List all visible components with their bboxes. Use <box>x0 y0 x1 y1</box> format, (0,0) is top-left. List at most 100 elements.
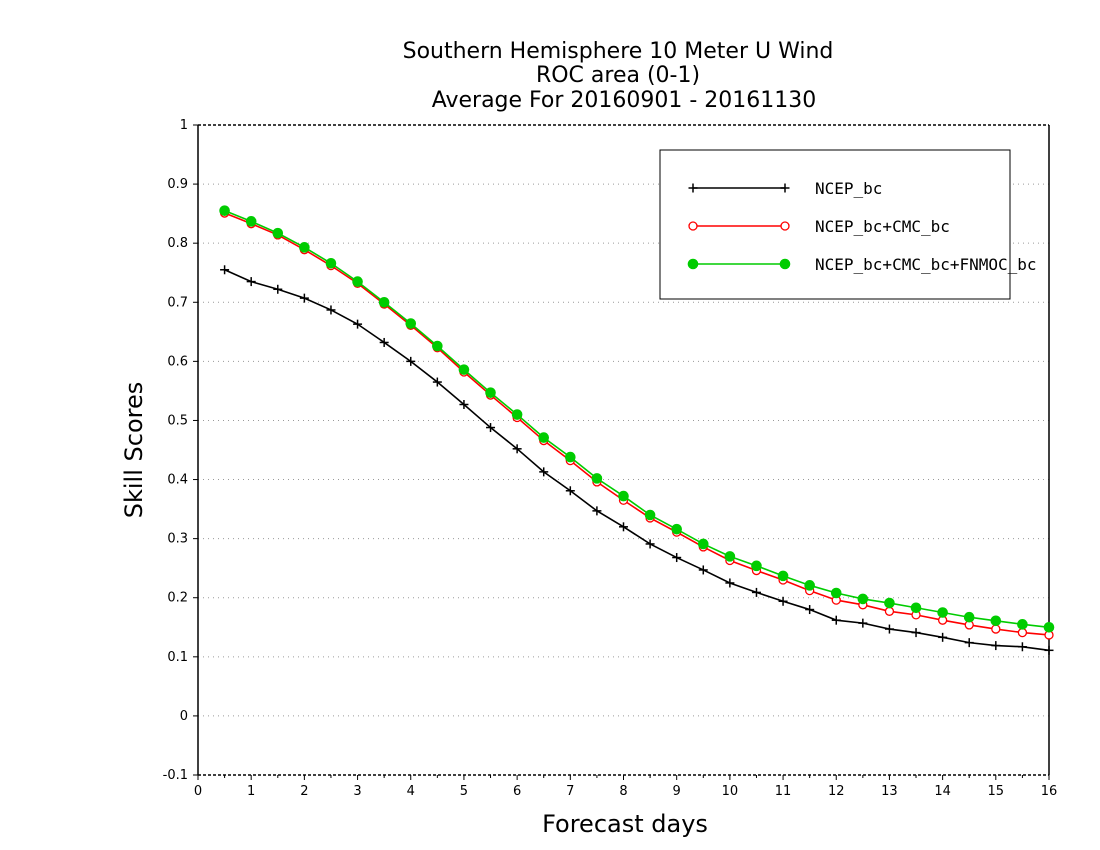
y-tick-label: 0.3 <box>167 532 188 547</box>
x-tick-label: 11 <box>775 784 792 799</box>
data-point <box>619 522 628 532</box>
legend-marker <box>780 183 790 193</box>
x-tick-label: 15 <box>988 784 1005 799</box>
data-point <box>778 596 788 606</box>
x-tick-label: 12 <box>828 784 845 799</box>
y-tick-label: 0.8 <box>167 236 188 251</box>
x-tick-label: 9 <box>673 784 681 799</box>
y-tick-label: -0.1 <box>163 768 188 783</box>
x-tick-label: 1 <box>247 784 255 799</box>
x-tick-label: 3 <box>353 784 361 799</box>
data-point <box>352 276 363 287</box>
data-point <box>645 539 655 549</box>
data-point <box>325 257 337 269</box>
data-point <box>671 523 682 535</box>
data-point <box>938 632 948 642</box>
legend-entry: NCEP_bc+CMC_bc <box>688 217 950 236</box>
y-tick-label: 0.1 <box>167 650 188 665</box>
legend-marker <box>688 221 698 231</box>
data-point <box>751 560 762 572</box>
data-point <box>1017 627 1028 638</box>
legend-marker <box>780 221 790 231</box>
series-1 <box>220 265 1054 655</box>
series-line <box>224 269 1050 652</box>
data-point <box>486 423 496 433</box>
grid-lines <box>198 183 1049 717</box>
data-point <box>725 578 735 588</box>
data-point <box>831 615 841 625</box>
y-tick-label: 0.9 <box>167 177 188 192</box>
data-point <box>697 538 709 550</box>
x-tick-label: 16 <box>1041 784 1058 799</box>
data-point <box>910 602 922 614</box>
data-point <box>565 486 575 496</box>
data-point <box>884 597 895 609</box>
data-point <box>1017 619 1028 630</box>
data-point <box>459 400 469 409</box>
y-tick-label: 0.2 <box>167 591 188 606</box>
data-point <box>857 593 869 605</box>
data-point <box>937 607 948 618</box>
data-point <box>618 490 629 502</box>
data-point <box>1044 645 1054 655</box>
title-line-1: Southern Hemisphere 10 Meter U Wind <box>403 39 834 64</box>
data-point <box>672 553 682 563</box>
data-point <box>698 565 708 575</box>
title-line-2: ROC area (0-1) <box>536 63 700 88</box>
data-point <box>991 641 1001 651</box>
data-point <box>273 284 283 294</box>
title-line-3: Average For 20160901 - 20161130 <box>432 88 817 113</box>
data-point <box>539 467 549 477</box>
legend-marker <box>687 258 699 270</box>
x-tick-label: 13 <box>881 784 898 799</box>
legend-marker <box>779 258 791 270</box>
x-tick-label: 6 <box>513 784 521 799</box>
data-point <box>911 628 921 638</box>
data-point <box>884 624 894 634</box>
legend-label: NCEP_bc <box>815 179 882 198</box>
x-tick-label: 0 <box>194 784 202 799</box>
data-point <box>379 337 389 347</box>
data-point <box>858 618 868 628</box>
y-tick-label: 0.6 <box>167 354 188 369</box>
data-point <box>299 242 310 253</box>
data-point <box>458 364 470 375</box>
data-point <box>219 205 230 216</box>
axes <box>193 124 1050 780</box>
data-point <box>1043 621 1055 633</box>
data-point <box>592 506 602 516</box>
legend-label: NCEP_bc+CMC_bc <box>815 217 950 236</box>
data-point <box>220 265 230 275</box>
x-tick-label: 4 <box>407 784 415 799</box>
data-point <box>299 293 309 303</box>
legend-label: NCEP_bc+CMC_bc+FNMOC_bc <box>815 255 1037 274</box>
data-point <box>511 409 523 420</box>
data-point <box>804 580 815 591</box>
data-point <box>990 615 1002 627</box>
y-tick-label: 0.5 <box>167 413 188 428</box>
y-tick-label: 1 <box>180 118 188 133</box>
data-point <box>512 444 522 454</box>
tick-labels: -0.100.10.20.30.40.50.60.70.80.910 1 2 3 4 5 6… <box>163 118 1058 799</box>
data-point <box>777 570 789 582</box>
data-point <box>432 340 443 352</box>
series-3 <box>219 205 1055 633</box>
x-tick-label: 7 <box>566 784 574 799</box>
y-tick-label: 0.7 <box>167 295 188 310</box>
y-tick-label: 0 <box>180 709 188 724</box>
data-point <box>353 319 363 329</box>
data-point <box>724 551 736 562</box>
data-point <box>964 638 974 648</box>
data-point <box>751 587 761 597</box>
data-point <box>326 305 336 315</box>
data-point <box>591 473 603 484</box>
legend-box <box>659 149 1011 300</box>
data-point <box>432 377 442 387</box>
data-point <box>565 451 576 463</box>
y-tick-label: 0.4 <box>167 473 188 488</box>
y-axis-label: Skill Scores <box>120 382 148 519</box>
data-point <box>272 227 284 239</box>
data-point <box>884 606 895 616</box>
x-axis-label: Forecast days <box>542 810 708 838</box>
